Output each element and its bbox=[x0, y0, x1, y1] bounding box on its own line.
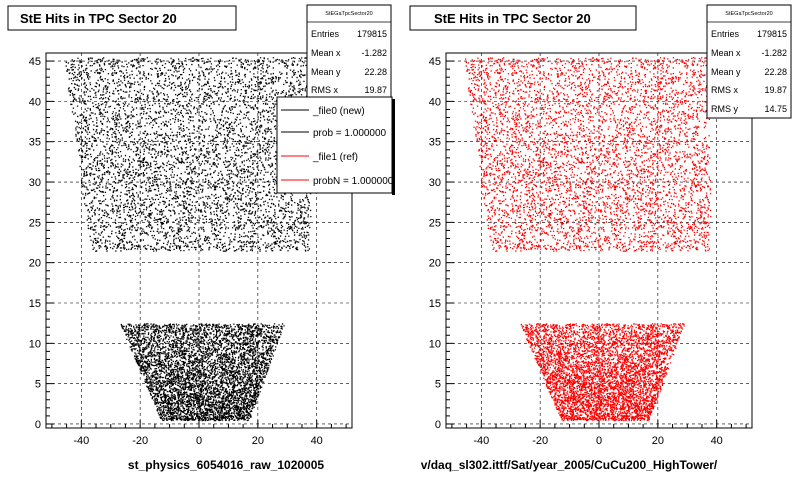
y-tick-label: 10 bbox=[29, 338, 41, 350]
y-tick-label: 35 bbox=[29, 137, 41, 149]
x-tick-label: 20 bbox=[252, 435, 264, 447]
stats-label: RMS x bbox=[711, 85, 739, 95]
x-tick-label: -40 bbox=[473, 435, 489, 447]
chart-title-left: StE Hits in TPC Sector 20 bbox=[20, 11, 177, 26]
scatter-markers bbox=[465, 57, 712, 422]
stats-name-right: StEGaTpcSector20 bbox=[725, 11, 772, 17]
stats-box-right: StEGaTpcSector20 Entries 179815 Mean x -… bbox=[706, 4, 792, 119]
stats-value: 19.87 bbox=[764, 85, 787, 95]
y-tick-label: 40 bbox=[429, 96, 441, 108]
legend-entry: _file1 (ref) bbox=[312, 152, 358, 163]
stats-label: Mean x bbox=[711, 48, 741, 58]
stats-value: 179815 bbox=[357, 29, 387, 39]
y-tick-label: 35 bbox=[429, 137, 441, 149]
legend-entry: _file0 (new) bbox=[312, 106, 365, 117]
chart-title-right: StE Hits in TPC Sector 20 bbox=[434, 11, 591, 26]
stats-label: RMS x bbox=[311, 85, 339, 95]
stats-value: 14.75 bbox=[764, 104, 787, 114]
x-tick-label: -40 bbox=[73, 435, 89, 447]
y-tick-label: 30 bbox=[29, 177, 41, 189]
y-tick-label: 25 bbox=[429, 217, 441, 229]
y-tick-label: 5 bbox=[435, 379, 441, 391]
scatter-markers bbox=[65, 57, 312, 422]
title-box-right bbox=[409, 5, 637, 31]
stats-value: 19.87 bbox=[364, 85, 387, 95]
scatter-points-left bbox=[65, 57, 312, 422]
stats-value: 22.28 bbox=[764, 67, 787, 77]
stats-box-left: StEGaTpcSector20 Entries 179815 Mean x -… bbox=[306, 4, 392, 98]
stats-name-left: StEGaTpcSector20 bbox=[325, 11, 372, 17]
y-tick-label: 25 bbox=[29, 217, 41, 229]
y-tick-label: 20 bbox=[429, 258, 441, 270]
y-tick-label: 20 bbox=[29, 258, 41, 270]
x-tick-label: 20 bbox=[652, 435, 664, 447]
stats-label: Mean x bbox=[311, 48, 341, 58]
y-tick-label: 45 bbox=[29, 56, 41, 68]
stats-value: -1.282 bbox=[361, 48, 387, 58]
stats-label: Mean y bbox=[711, 67, 741, 77]
stats-value: -1.282 bbox=[761, 48, 787, 58]
y-tick-label: 5 bbox=[35, 379, 41, 391]
y-tick-label: 40 bbox=[29, 96, 41, 108]
stats-label: Entries bbox=[711, 29, 740, 39]
legend-left: _file0 (new) prob = 1.000000 _file1 (ref… bbox=[276, 96, 395, 195]
stats-label: Entries bbox=[311, 29, 340, 39]
x-axis-label-left: st_physics_6054016_raw_1020005 bbox=[128, 458, 324, 472]
y-tick-label: 0 bbox=[35, 419, 41, 431]
y-tick-label: 10 bbox=[429, 338, 441, 350]
stats-value: 179815 bbox=[757, 29, 787, 39]
panel-left: StE Hits in TPC Sector 20 -40 -20 0 20 40 0 5 1… bbox=[7, 4, 395, 472]
scatter-points-right bbox=[465, 57, 712, 422]
y-tick-label: 0 bbox=[435, 419, 441, 431]
x-tick-label: -20 bbox=[132, 435, 148, 447]
stats-label: Mean y bbox=[311, 67, 341, 77]
panel-right: StE Hits in TPC Sector 20 -40 -20 0 20 40 0 5 1… bbox=[409, 4, 792, 472]
y-tick-label: 45 bbox=[429, 56, 441, 68]
stats-value: 22.28 bbox=[364, 67, 387, 77]
axes-left: -40 -20 0 20 40 0 5 10 15 20 25 30 35 40 45 bbox=[29, 56, 347, 447]
title-box-left bbox=[7, 5, 237, 31]
y-tick-label: 15 bbox=[29, 298, 41, 310]
axes-right: -40 -20 0 20 40 0 5 10 15 20 25 30 35 40 45 bbox=[429, 56, 747, 447]
x-tick-label: 40 bbox=[311, 435, 323, 447]
y-tick-label: 15 bbox=[429, 298, 441, 310]
x-axis-label-right: v/daq_sl302.ittf/Sat/year_2005/CuCu200_H… bbox=[421, 458, 718, 472]
x-tick-label: 40 bbox=[711, 435, 723, 447]
legend-entry: probN = 1.000000 bbox=[313, 176, 394, 187]
legend-entry: prob = 1.000000 bbox=[313, 128, 387, 139]
stats-label: RMS y bbox=[711, 104, 739, 114]
x-tick-label: -20 bbox=[532, 435, 548, 447]
x-tick-label: 0 bbox=[196, 435, 202, 447]
x-tick-label: 0 bbox=[596, 435, 602, 447]
y-tick-label: 30 bbox=[429, 177, 441, 189]
